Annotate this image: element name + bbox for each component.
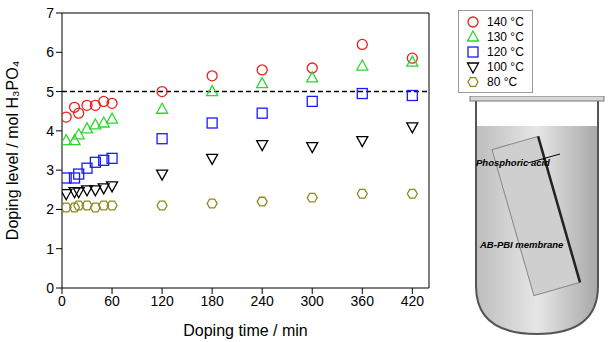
svg-text:4: 4 <box>46 123 54 139</box>
svg-text:2: 2 <box>46 201 54 217</box>
svg-text:180: 180 <box>200 293 224 309</box>
svg-text:240: 240 <box>251 293 275 309</box>
svg-text:420: 420 <box>401 293 425 309</box>
svg-text:6: 6 <box>46 44 54 60</box>
svg-text:300: 300 <box>301 293 325 309</box>
svg-text:AB-PBI membrane: AB-PBI membrane <box>479 239 564 250</box>
svg-text:5: 5 <box>46 84 54 100</box>
svg-text:0: 0 <box>46 280 54 296</box>
svg-text:3: 3 <box>46 162 54 178</box>
html-text:80 °C: 80 °C <box>487 74 518 89</box>
svg-text:120: 120 <box>150 293 174 309</box>
svg-text:7: 7 <box>46 5 54 21</box>
html-text:100 °C: 100 °C <box>487 59 524 74</box>
svg-text:1: 1 <box>46 241 54 257</box>
svg-text:Phosphoric acid: Phosphoric acid <box>476 157 550 168</box>
html-text:120 °C: 120 °C <box>487 44 524 59</box>
svg-text:Doping level / mol H₃PO₄: Doping level / mol H₃PO₄ <box>4 61 21 240</box>
svg-text:360: 360 <box>351 293 375 309</box>
svg-text:0: 0 <box>58 293 66 309</box>
html-text:130 °C: 130 °C <box>487 29 524 44</box>
html-text:140 °C: 140 °C <box>487 14 524 29</box>
svg-text:60: 60 <box>104 293 120 309</box>
svg-text:Doping time / min: Doping time / min <box>183 322 308 339</box>
